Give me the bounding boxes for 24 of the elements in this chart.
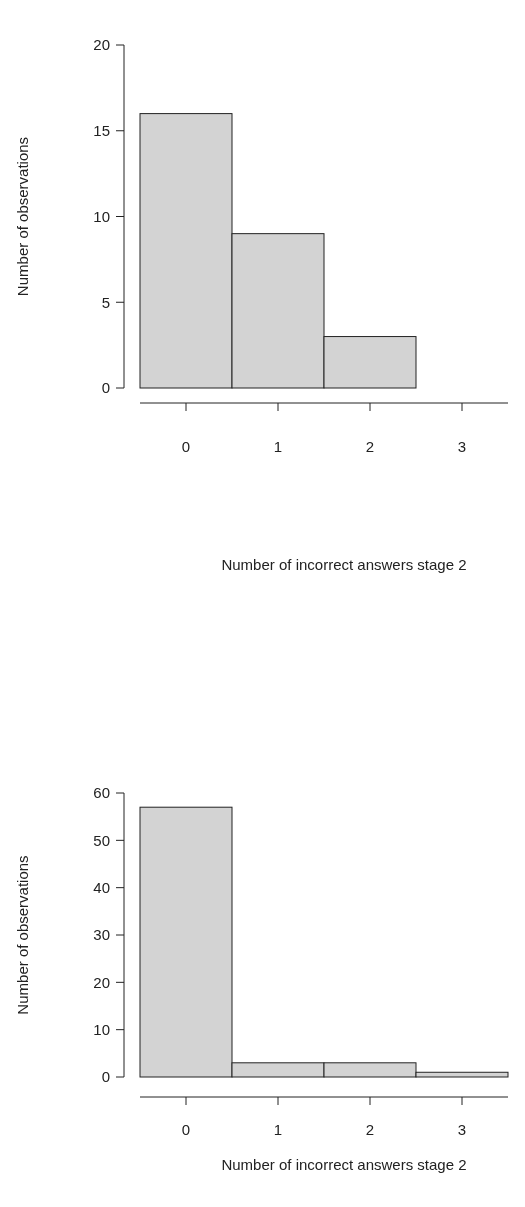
- y-tick-label: 0: [101, 1068, 110, 1086]
- y-tick-label: 5: [101, 293, 110, 311]
- y-tick-label: 20: [93, 36, 110, 54]
- x-tick-label: 2: [365, 1121, 375, 1138]
- y-tick-label: 15: [93, 122, 110, 139]
- x-tick-label: 2: [365, 438, 375, 455]
- y-tick-label: 30: [93, 926, 110, 944]
- y-tick-label: 60: [93, 784, 110, 802]
- y-axis-title: Number of observations: [14, 136, 31, 297]
- x-tick-label: 0: [181, 438, 191, 455]
- y-tick-label: 10: [93, 207, 110, 225]
- y-tick-label: 20: [93, 973, 110, 991]
- x-axis-title: Number of incorrect answers stage 2: [221, 556, 467, 573]
- y-tick-label: 0: [101, 379, 110, 397]
- y-tick-label: 50: [93, 831, 110, 849]
- x-tick-label: 0: [181, 1121, 191, 1138]
- x-tick-label: 1: [273, 438, 283, 455]
- x-axis-title: Number of incorrect answers stage 2: [221, 1156, 467, 1173]
- x-tick-label: 3: [457, 438, 467, 455]
- y-tick-label: 40: [93, 878, 110, 896]
- x-tick-label: 1: [273, 1121, 283, 1138]
- y-tick-label: 10: [93, 1020, 110, 1038]
- x-tick-label: 3: [457, 1121, 467, 1138]
- y-axis-title: Number of observations: [14, 855, 31, 1015]
